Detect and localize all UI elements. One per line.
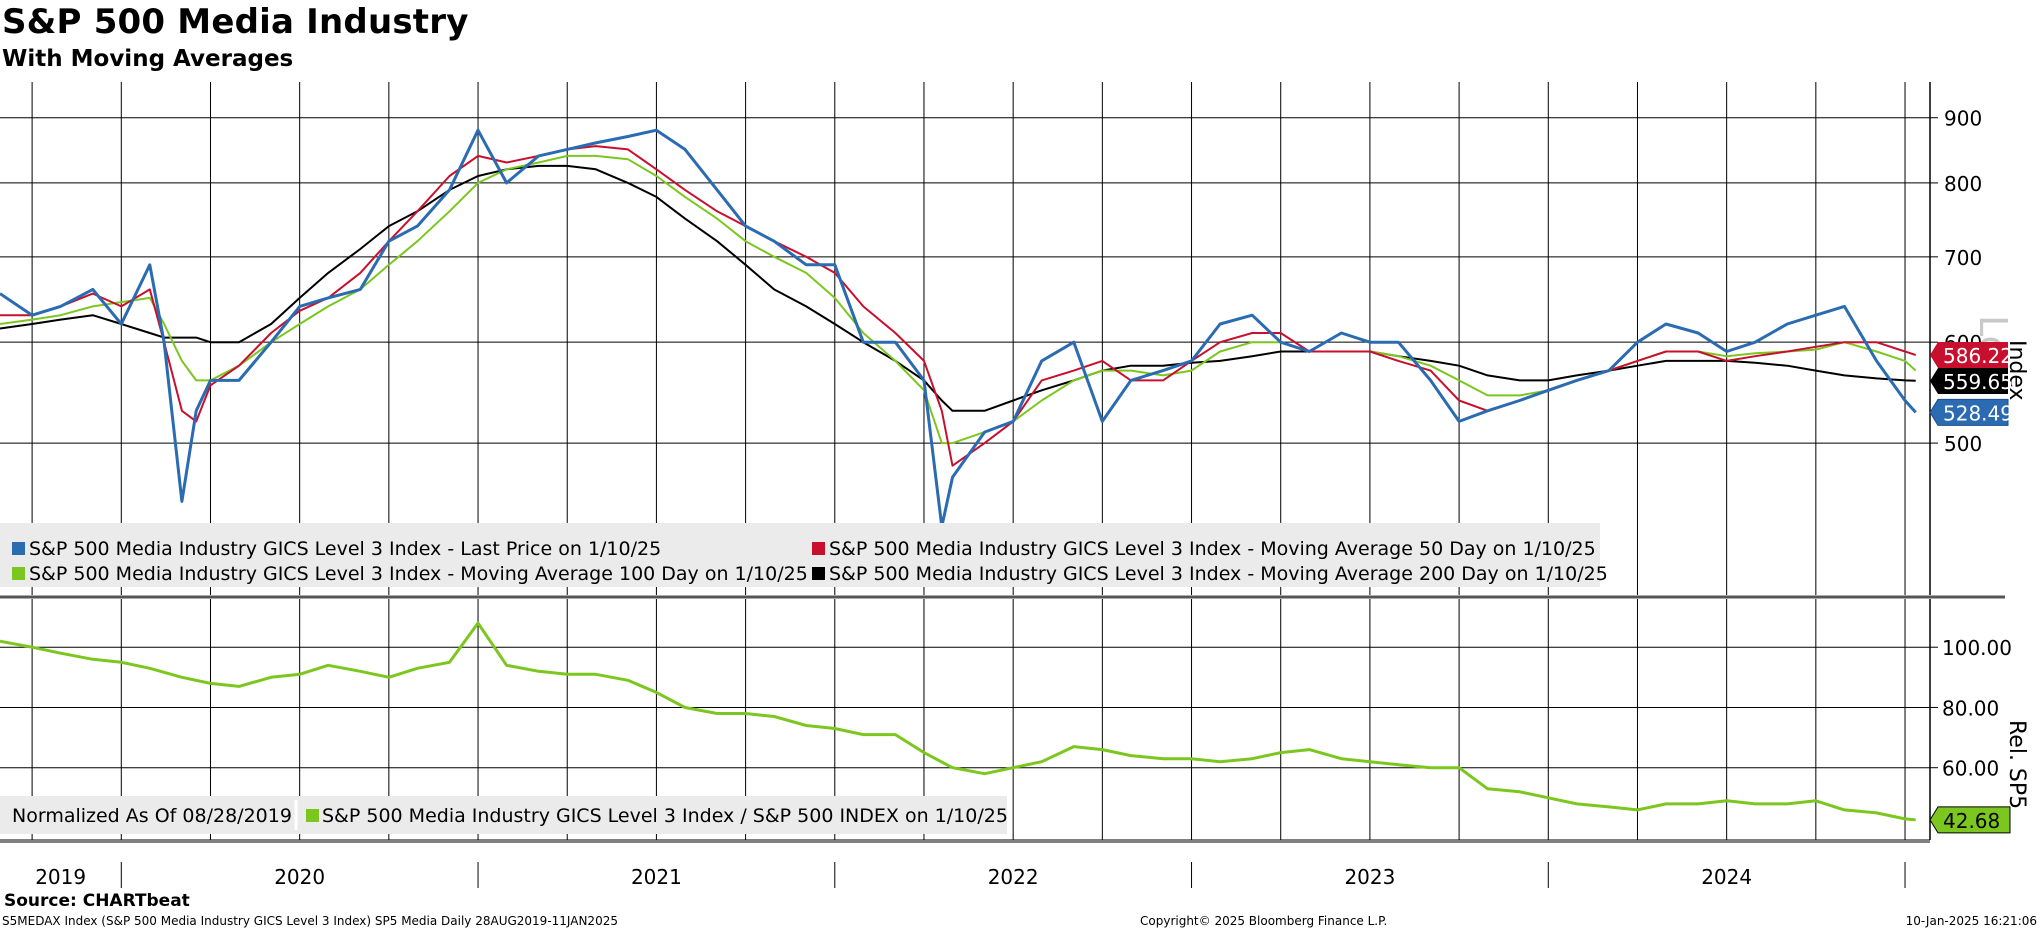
upper-series-line-2 (0, 154, 1917, 445)
chart-subtitle: With Moving Averages (2, 46, 294, 72)
upper-series-line-0 (0, 128, 1917, 529)
last-value-tag-ma50: 586.22 (1930, 342, 2013, 369)
relative-series-line-0 (0, 621, 1916, 822)
lower-legend: Normalized As Of 08/28/2019 S&P 500 Media… (0, 796, 1008, 834)
upper-legend: S&P 500 Media Industry GICS Level 3 Inde… (0, 523, 1608, 587)
legend-swatch (306, 809, 319, 822)
lower-legend-box (0, 796, 1007, 834)
x-year-label: 2022 (988, 865, 1039, 889)
normalized-note: Normalized As Of 08/28/2019 (12, 805, 292, 827)
lower-y-ticks: 100.00 80.00 60.00 (1929, 599, 2012, 840)
legend-label: S&P 500 Media Industry GICS Level 3 Inde… (322, 805, 1008, 827)
rel-last-value-text: 42.68 (1943, 809, 2000, 833)
x-axis: 2019 2020 2021 2022 2023 2024 (0, 841, 1930, 889)
upper-tick-label: 700 (1944, 246, 1982, 270)
upper-tick-label: 900 (1944, 107, 1982, 131)
upper-tick-label: 500 (1944, 432, 1982, 456)
lower-series (0, 621, 1916, 822)
last-value-tag-bg (1929, 398, 2009, 426)
source-note: Source: CHARTbeat (4, 891, 190, 911)
upper-ylabel: Index (2004, 340, 2029, 401)
legend-swatch (12, 542, 25, 555)
rel-last-value-bg (1929, 806, 2011, 834)
upper-series (0, 128, 1917, 529)
upper-grid (0, 82, 1930, 595)
lower-tick-label: 60.00 (1942, 757, 1999, 781)
x-year-label: 2021 (631, 865, 682, 889)
last-value-tag-text: 586.22 (1943, 344, 2013, 368)
legend-label: S&P 500 Media Industry GICS Level 3 Inde… (829, 538, 1596, 560)
last-value-tag-text: 559.65 (1943, 370, 2013, 394)
upper-series-line-3 (0, 164, 1916, 412)
legend-swatch (812, 542, 825, 555)
lower-ylabel: Rel. SP5 (2004, 720, 2029, 809)
upper-series-line-1 (0, 145, 1917, 467)
last-value-tag-bg (1930, 368, 2008, 395)
upper-panel: Log 900800700600500 Index 586.22559.6552… (0, 82, 2029, 595)
legend-label: S&P 500 Media Industry GICS Level 3 Inde… (829, 563, 1608, 585)
last-value-tag-text: 528.49 (1943, 401, 2013, 425)
x-year-label: 2024 (1701, 865, 1752, 889)
copyright: Copyright© 2025 Bloomberg Finance L.P. (1140, 914, 1388, 928)
chart-title: S&P 500 Media Industry (2, 2, 469, 42)
x-year-label: 2019 (35, 865, 86, 889)
last-value-tag-ma200: 559.65 (1930, 368, 2013, 395)
lower-grid (0, 599, 1930, 841)
lower-tick-label: 100.00 (1942, 636, 2012, 660)
upper-tick-label: 800 (1944, 172, 1982, 196)
upper-y-ticks: 900800700600500 (1929, 82, 1982, 595)
legend-swatch (12, 567, 25, 580)
legend-swatch (812, 567, 825, 580)
lower-last-value-label: 42.68 (1929, 806, 2011, 834)
upper-legend-box (0, 523, 1600, 587)
last-value-tag-bg (1930, 342, 2008, 369)
x-year-label: 2020 (274, 865, 325, 889)
lower-panel: 100.00 80.00 60.00 Rel. SP5 42.68 Normaliz… (0, 599, 2029, 841)
lower-tick-label: 80.00 (1942, 696, 1999, 720)
legend-label: S&P 500 Media Industry GICS Level 3 Inde… (29, 538, 661, 560)
last-value-tag-price: 528.49 (1929, 398, 2013, 426)
x-year-label: 2023 (1344, 865, 1395, 889)
timestamp: 10-Jan-2025 16:21:06 (1905, 914, 2037, 928)
ticker-info: S5MEDAX Index (S&P 500 Media Industry GI… (2, 914, 618, 928)
legend-label: S&P 500 Media Industry GICS Level 3 Inde… (29, 563, 808, 585)
